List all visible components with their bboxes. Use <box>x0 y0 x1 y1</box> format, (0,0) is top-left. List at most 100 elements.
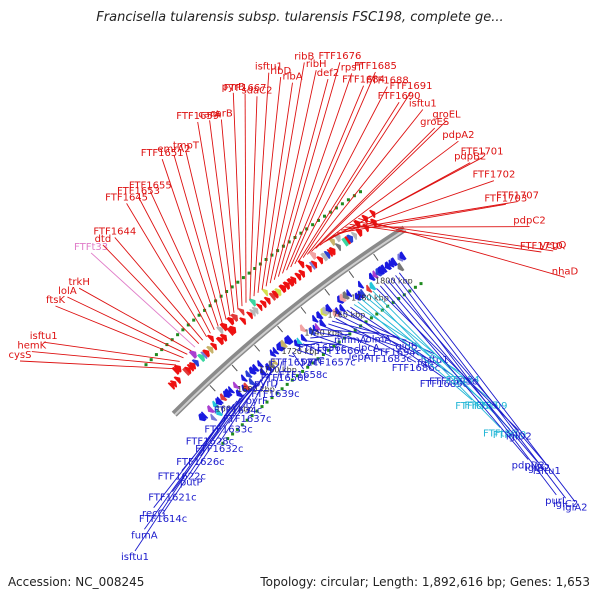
gene-leader-line <box>185 151 227 320</box>
outer-tick-dot <box>208 304 212 308</box>
gene-label: FTF1657c <box>307 358 355 369</box>
kbp-tick-label: 1760 kbp <box>328 311 366 320</box>
forward-gene <box>328 237 336 247</box>
inner-tick-dot <box>270 396 274 400</box>
outer-tick-dot <box>144 363 148 367</box>
gene-leader-line <box>292 352 304 370</box>
gene-leader-line <box>78 287 192 352</box>
gene-label: purL <box>545 496 568 507</box>
gene-label: carB <box>210 109 233 120</box>
gene-leader-line <box>290 71 376 268</box>
reverse-gene <box>380 264 388 274</box>
forward-gene <box>230 313 239 323</box>
reverse-gene <box>342 291 350 300</box>
gene-leader-line <box>306 109 424 255</box>
gene-leader-line <box>358 217 566 278</box>
gene-label: iglA2 <box>562 503 587 514</box>
forward-gene <box>191 359 200 368</box>
reverse-gene <box>227 386 235 394</box>
forward-gene <box>248 298 256 307</box>
gene-label: ribA <box>282 72 302 83</box>
gene-leader-line <box>249 96 258 300</box>
gene-label: pyrF <box>246 396 268 407</box>
inner-tick-dot <box>413 285 417 289</box>
gene-leader-line <box>349 223 542 253</box>
reverse-gene <box>248 366 257 375</box>
reverse-gene <box>240 374 248 382</box>
forward-gene <box>350 231 358 241</box>
forward-gene <box>308 251 317 260</box>
gene-leader-line <box>284 358 286 373</box>
forward-gene <box>239 317 247 326</box>
reverse-gene <box>316 311 324 320</box>
reverse-gene <box>212 400 220 409</box>
reverse-gene <box>399 251 407 261</box>
outer-tick-dot <box>230 285 234 289</box>
reverse-gene <box>296 337 304 346</box>
gene-label: pdpD2 <box>512 461 545 472</box>
forward-gene <box>282 281 291 290</box>
gene-leader-line <box>209 382 258 436</box>
gene-leader-line <box>228 376 265 424</box>
gene-leader-line <box>265 62 305 287</box>
reverse-gene <box>215 408 224 417</box>
inner-tick-dot <box>397 297 401 301</box>
gene-label: mnmA <box>334 335 367 346</box>
gene-label: FTF1659 <box>176 111 219 122</box>
reverse-gene <box>308 327 317 336</box>
kbp-tick-mark <box>209 384 216 392</box>
gene-label: FTF1686c <box>392 363 440 374</box>
outer-tick-dot <box>270 253 274 257</box>
inner-tick-dot <box>332 344 336 348</box>
genome-summary-text: Topology: circular; Length: 1,892,616 bp… <box>260 575 590 589</box>
outer-tick-dot <box>154 353 158 357</box>
inner-tick-dot <box>301 369 305 373</box>
outer-tick-dot <box>176 333 180 337</box>
outer-tick-dot <box>241 276 245 280</box>
outer-tick-dot <box>340 202 344 206</box>
gene-label: ribB <box>294 51 314 62</box>
inner-tick-dot <box>353 328 357 332</box>
gene-label: dtd <box>95 234 112 245</box>
forward-gene <box>209 342 218 351</box>
reverse-gene <box>372 270 379 279</box>
forward-gene <box>173 376 182 385</box>
reverse-gene <box>201 411 209 419</box>
gene-label: groEL <box>432 110 461 121</box>
gene-leader-line <box>261 82 293 290</box>
gene-label: FTF1690 <box>378 91 421 102</box>
gene-label: putP <box>180 478 203 489</box>
gene-label: FTF1676 <box>318 51 361 62</box>
gene-leader-line <box>31 351 177 366</box>
reverse-gene <box>245 370 253 378</box>
reverse-gene <box>235 389 244 398</box>
gene-leader-line <box>317 331 370 343</box>
inner-tick-dot <box>240 423 244 427</box>
gene-leader-line <box>114 237 204 341</box>
gene-label: isftu1 <box>533 466 561 477</box>
gene-label: FTF1684 <box>342 75 385 86</box>
outer-tick-dot <box>236 280 240 284</box>
gene-label: FTF1702 <box>472 170 515 181</box>
outer-tick-dot <box>299 231 303 235</box>
reverse-gene <box>360 288 367 297</box>
gene-label: isftu1 <box>30 331 58 342</box>
gene-leader-line <box>273 78 329 280</box>
forward-gene <box>188 350 197 359</box>
reverse-gene <box>397 262 405 272</box>
gene-label: pdpA2 <box>442 130 474 141</box>
gene-label: isftu1 <box>255 62 283 73</box>
forward-gene <box>289 276 297 285</box>
gene-label: FTFr08 <box>455 401 489 412</box>
forward-gene <box>249 309 256 317</box>
inner-tick-dot <box>280 387 284 391</box>
kbp-tick-mark <box>277 325 283 333</box>
gene-label: tmpT <box>173 141 200 152</box>
gene-label: FTF1632c <box>195 444 243 455</box>
reverse-gene <box>366 284 373 293</box>
kbp-tick-label: 1780 kbp <box>351 293 389 302</box>
forward-gene <box>346 234 354 244</box>
forward-gene <box>215 336 224 346</box>
kbp-tick-mark <box>348 270 355 278</box>
